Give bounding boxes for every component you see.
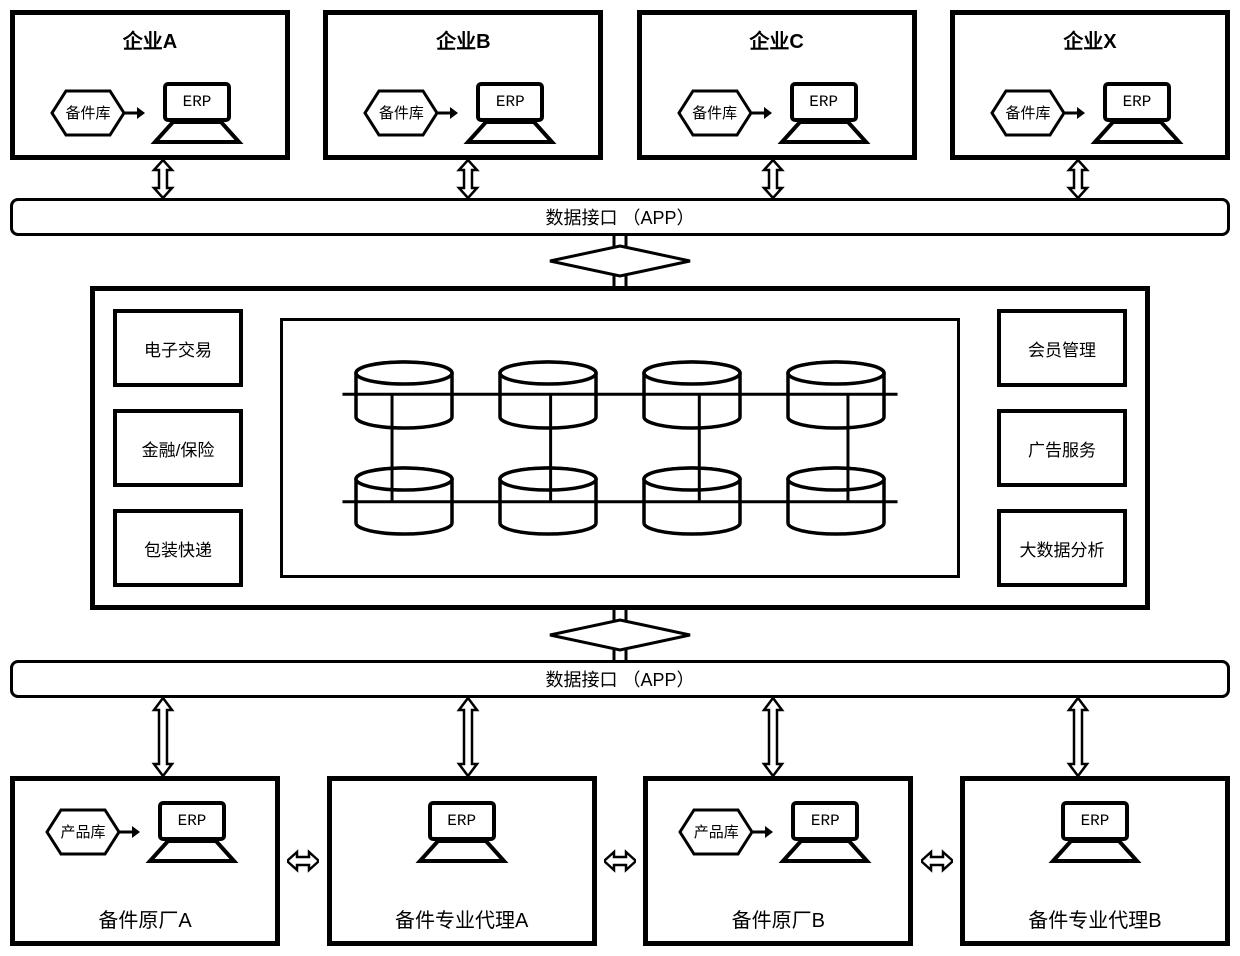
supplier-label: 备件原厂B (732, 904, 825, 933)
hexagon-spare-parts: 备件库 (680, 89, 750, 137)
database-icon (781, 359, 891, 431)
data-interface-bar-top: 数据接口 （APP） (10, 198, 1230, 236)
diamond-connector-bottom (10, 610, 1230, 660)
data-interface-bar-bottom: 数据接口 （APP） (10, 660, 1230, 698)
erp-monitor-icon: ERP (1087, 80, 1187, 145)
erp-monitor-icon: ERP (460, 80, 560, 145)
hexagon-spare-parts: 备件库 (993, 89, 1063, 137)
bidirectional-arrow-icon (760, 160, 786, 198)
enterprise-box-a: 企业A 备件库 ERP (10, 10, 290, 160)
bar-label: 数据接口 （APP） (545, 204, 694, 230)
erp-monitor-icon: ERP (1045, 799, 1145, 864)
supplier-row: 产品库 ERP 备件原厂A ERP 备件专业代理A (10, 776, 1230, 946)
erp-label: ERP (183, 93, 212, 111)
database-grid (349, 359, 891, 537)
database-icon (637, 359, 747, 431)
supplier-box-agent-a: ERP 备件专业代理A (327, 776, 597, 946)
database-icon (349, 359, 459, 431)
supplier-box-agent-b: ERP 备件专业代理B (960, 776, 1230, 946)
bidirectional-harrow-icon (921, 848, 953, 874)
enterprise-title: 企业B (436, 25, 490, 54)
erp-monitor-icon: ERP (147, 80, 247, 145)
service-box-member: 会员管理 (997, 309, 1127, 387)
erp-monitor-icon: ERP (412, 799, 512, 864)
service-box-bigdata: 大数据分析 (997, 509, 1127, 587)
bidirectional-harrow-icon (604, 848, 636, 874)
supplier-label: 备件专业代理B (1028, 904, 1161, 933)
database-icon (493, 465, 603, 537)
bar-label: 数据接口 （APP） (545, 666, 694, 692)
hex-label: 备件库 (65, 102, 110, 123)
bidirectional-arrow-icon (150, 160, 176, 198)
diagram-root: 企业A 备件库 ERP 企业B 备件库 (10, 10, 1230, 946)
service-box-finance: 金融/保险 (113, 409, 243, 487)
hexagon-spare-parts: 备件库 (366, 89, 436, 137)
service-box-ads: 广告服务 (997, 409, 1127, 487)
database-icon (349, 465, 459, 537)
enterprise-content: 备件库 ERP (15, 80, 285, 145)
database-icon (781, 465, 891, 537)
enterprise-box-c: 企业C 备件库 ERP (637, 10, 917, 160)
platform-box: 电子交易 金融/保险 包装快递 (90, 286, 1150, 610)
bidirectional-arrow-icon (455, 698, 481, 776)
service-box-packaging: 包装快递 (113, 509, 243, 587)
enterprise-box-b: 企业B 备件库 ERP (323, 10, 603, 160)
database-icon (493, 359, 603, 431)
erp-monitor-icon: ERP (775, 799, 875, 864)
enterprise-row: 企业A 备件库 ERP 企业B 备件库 (10, 10, 1230, 160)
bidirectional-arrow-icon (1065, 698, 1091, 776)
enterprise-title: 企业A (123, 25, 177, 54)
bidirectional-arrow-icon (1065, 160, 1091, 198)
arrows-bar-to-suppliers (10, 698, 1230, 776)
database-cluster (280, 318, 960, 578)
erp-monitor-icon: ERP (774, 80, 874, 145)
arrow-right-icon (125, 105, 145, 121)
platform-left-column: 电子交易 金融/保险 包装快递 (113, 309, 243, 587)
arrow-right-icon (752, 105, 772, 121)
arrows-enterprises-to-bar (10, 160, 1230, 198)
enterprise-box-x: 企业X 备件库 ERP (950, 10, 1230, 160)
hexagon-spare-parts: 备件库 (53, 89, 123, 137)
supplier-label: 备件原厂A (98, 904, 191, 933)
diamond-connector-top (10, 236, 1230, 286)
platform-right-column: 会员管理 广告服务 大数据分析 (997, 309, 1127, 587)
arrow-right-icon (438, 105, 458, 121)
arrow-right-icon (120, 824, 140, 840)
bidirectional-arrow-icon (760, 698, 786, 776)
hexagon-product: 产品库 (681, 808, 751, 856)
supplier-label: 备件专业代理A (395, 904, 528, 933)
bidirectional-arrow-icon (455, 160, 481, 198)
erp-monitor-icon: ERP (142, 799, 242, 864)
arrow-right-icon (1065, 105, 1085, 121)
enterprise-title: 企业X (1063, 25, 1116, 54)
supplier-box-factory-b: 产品库 ERP 备件原厂B (643, 776, 913, 946)
bidirectional-harrow-icon (287, 848, 319, 874)
bidirectional-arrow-icon (150, 698, 176, 776)
service-box-etrade: 电子交易 (113, 309, 243, 387)
enterprise-title: 企业C (749, 25, 803, 54)
supplier-box-factory-a: 产品库 ERP 备件原厂A (10, 776, 280, 946)
arrow-right-icon (753, 824, 773, 840)
hexagon-product: 产品库 (48, 808, 118, 856)
database-icon (637, 465, 747, 537)
